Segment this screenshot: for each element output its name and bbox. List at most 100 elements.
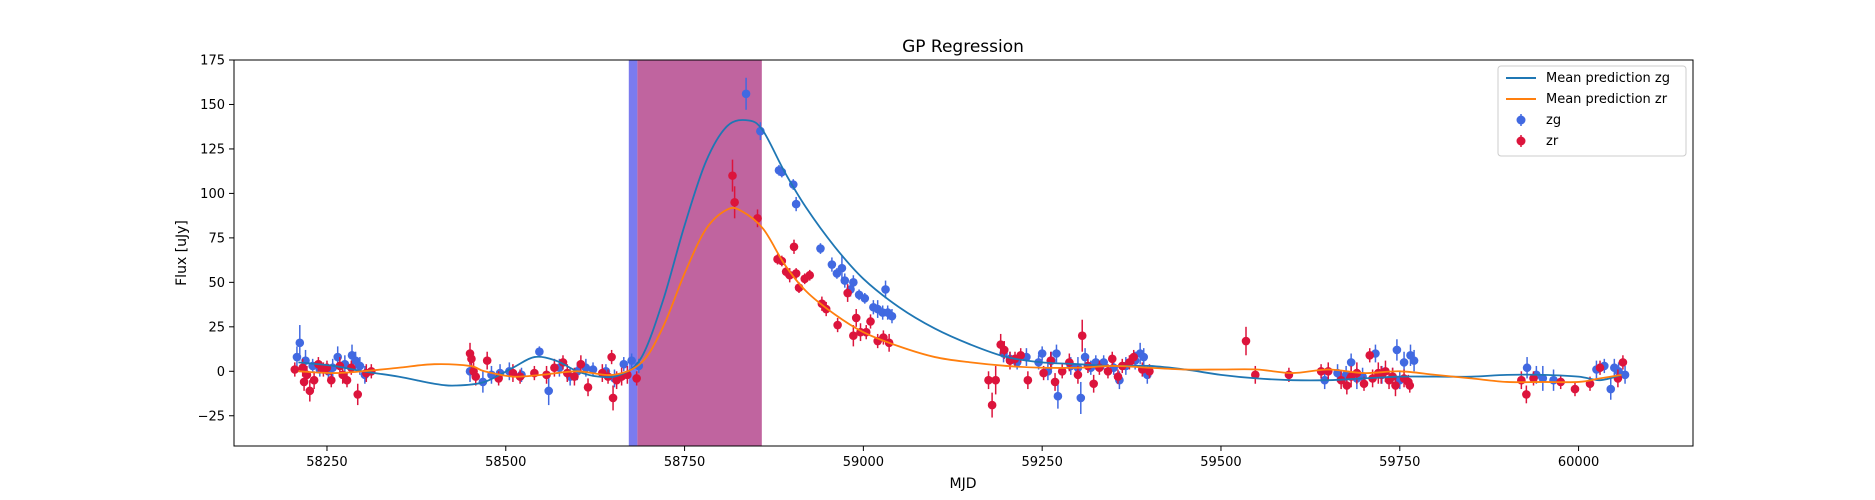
point-zr (1405, 381, 1415, 390)
point-zr (851, 313, 861, 323)
point-zr (608, 393, 618, 403)
point-zr (987, 400, 997, 410)
point-zr (1517, 375, 1526, 385)
x-tick-label: 59250 (1021, 455, 1062, 470)
point-zr (849, 331, 858, 341)
point-zr (1323, 366, 1333, 376)
point-zg (1538, 374, 1548, 383)
point-zg (619, 359, 629, 369)
point-zr (326, 375, 336, 385)
point-zr (1618, 358, 1628, 367)
point-zg (588, 365, 598, 374)
point-zr (789, 242, 799, 252)
axes-frame (233, 59, 1694, 447)
point-zg (355, 361, 365, 371)
point-zg (1076, 393, 1086, 403)
point-zr (1103, 366, 1113, 376)
point-zr (583, 382, 593, 392)
point-zr (1077, 331, 1087, 341)
point-zg (544, 386, 553, 396)
point-zr (1529, 374, 1538, 383)
point-zg (1392, 345, 1402, 355)
point-zr (791, 269, 801, 278)
point-zr (309, 375, 319, 385)
point-zr (1023, 375, 1033, 385)
axes-background (234, 60, 1693, 446)
point-zr (805, 270, 815, 280)
point-zg (1399, 358, 1409, 367)
point-zg (741, 89, 751, 99)
x-tick-label: 59750 (1379, 455, 1420, 470)
point-zr (1365, 350, 1375, 360)
legend: Mean prediction zg Mean prediction zr zg… (1497, 65, 1687, 157)
legend-swatch-zr-marker (1516, 136, 1526, 146)
point-zr (290, 365, 300, 374)
point-zr (342, 375, 352, 385)
point-zr (1073, 370, 1083, 380)
legend-label-zg: zg (1546, 113, 1561, 128)
point-zr (471, 372, 481, 381)
y-tick-label: 100 (200, 187, 225, 202)
point-zr (1251, 370, 1260, 380)
point-zr (1391, 381, 1400, 390)
x-tick-label: 60000 (1558, 455, 1599, 470)
point-zr (991, 375, 1000, 385)
point-zr (984, 375, 993, 385)
shaded-region-magenta (637, 60, 762, 446)
point-zr (1342, 381, 1352, 390)
x-tick-label: 58250 (306, 455, 347, 470)
point-zr (576, 359, 586, 369)
point-zg (840, 276, 850, 285)
point-zr (1522, 390, 1531, 399)
point-zr (1129, 352, 1139, 362)
point-zg (1549, 375, 1558, 385)
point-zg (849, 278, 858, 287)
point-zg (860, 294, 870, 303)
point-zg (881, 285, 890, 294)
y-tick-label: 125 (200, 142, 225, 157)
point-zr (866, 317, 875, 326)
point-zr (843, 288, 852, 298)
point-zg (1620, 370, 1630, 380)
line-mean-prediction-zr (298, 206, 1622, 384)
x-axis-title: MJD (950, 476, 977, 492)
point-zg (791, 199, 801, 209)
point-zg (333, 352, 343, 362)
point-zg (1052, 349, 1061, 358)
legend-label-mean-zg: Mean prediction zg (1546, 71, 1670, 86)
point-zg (1606, 384, 1616, 394)
point-zg (827, 260, 837, 269)
point-zr (508, 368, 518, 378)
point-zr (632, 374, 641, 383)
point-zr (1570, 384, 1580, 394)
point-zr (570, 372, 579, 381)
point-zr (298, 363, 307, 373)
point-zg (1346, 358, 1356, 367)
plot-area (233, 59, 1694, 447)
point-zr (353, 390, 363, 399)
shaded-region-blue (628, 60, 638, 446)
x-axis: 58250 58500 58750 59000 59250 59500 59750 60000 (306, 446, 1599, 470)
data-layer (290, 77, 1630, 418)
point-zr (482, 356, 492, 365)
point-zr (728, 171, 737, 180)
y-axis-title: Flux [uJy] (174, 220, 190, 286)
point-zr (1057, 366, 1067, 376)
shaded-spans (628, 60, 762, 446)
x-tick-label: 59000 (843, 455, 884, 470)
series-zr (290, 159, 1628, 418)
point-zr (833, 320, 842, 330)
point-zr (1089, 379, 1098, 389)
point-zg (1409, 356, 1419, 365)
legend-swatch-zg-marker (1516, 115, 1526, 125)
x-tick-label: 58500 (485, 455, 526, 470)
point-zr (1284, 370, 1294, 380)
point-zr (1065, 358, 1074, 367)
point-zg (887, 311, 897, 321)
y-tick-label: 175 (200, 54, 225, 69)
point-zr (1039, 368, 1048, 378)
point-zr (1241, 336, 1251, 346)
point-zr (1107, 354, 1117, 364)
point-zr (607, 352, 616, 362)
